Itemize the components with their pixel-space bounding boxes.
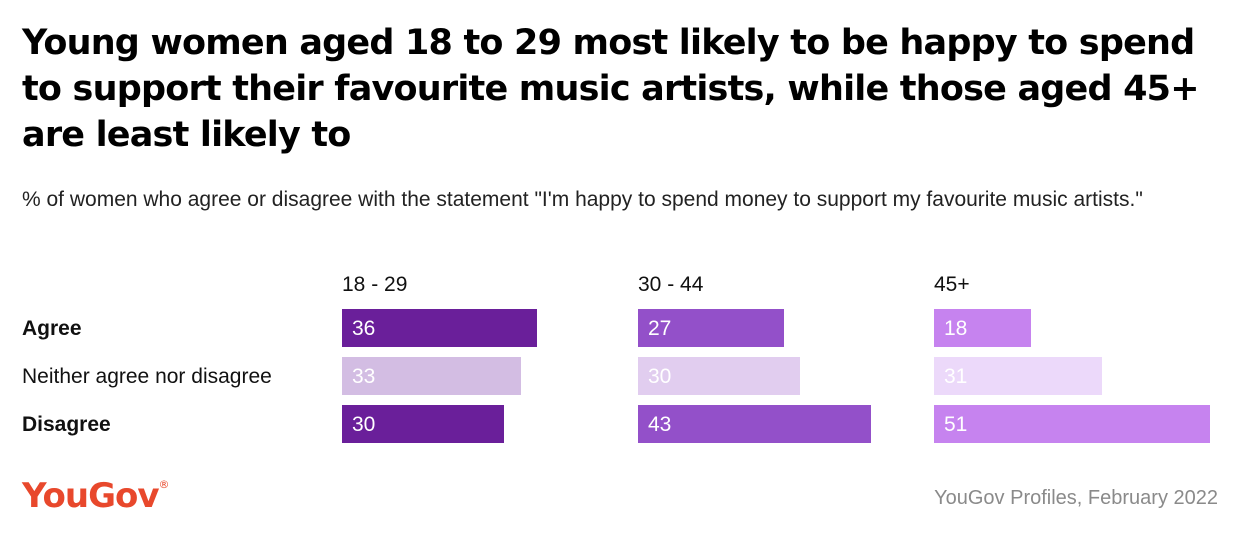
- data-label: 33: [352, 365, 375, 388]
- data-label: 31: [944, 365, 967, 388]
- chart-subtitle: % of women who agree or disagree with th…: [22, 188, 1143, 211]
- data-label: 51: [944, 413, 967, 436]
- brand-name: YouGov: [22, 476, 159, 516]
- bar: [934, 405, 1210, 443]
- panel-header: 30 - 44: [638, 273, 704, 296]
- bar: [638, 309, 784, 347]
- chart-title: Young women aged 18 to 29 most likely to…: [22, 23, 1200, 155]
- data-label: 18: [944, 317, 967, 340]
- panel-header: 45+: [934, 273, 970, 296]
- bar: [934, 357, 1102, 395]
- bar: [638, 357, 800, 395]
- bar: [342, 405, 504, 443]
- category-label: Neither agree nor disagree: [22, 365, 272, 388]
- data-label: 30: [648, 365, 671, 388]
- category-label: Agree: [22, 317, 82, 340]
- source-note: YouGov Profiles, February 2022: [934, 487, 1218, 509]
- bar: [342, 309, 537, 347]
- bar: [342, 357, 521, 395]
- data-label: 30: [352, 413, 375, 436]
- category-label: Disagree: [22, 413, 111, 436]
- yougov-logo: YouGov®: [22, 476, 170, 516]
- data-label: 36: [352, 317, 375, 340]
- bar-chart: Agree Neither agree nor disagree Disagree 1…: [22, 273, 1210, 443]
- bar: [934, 309, 1031, 347]
- panel-header: 18 - 29: [342, 273, 407, 296]
- data-label: 43: [648, 413, 671, 436]
- bar: [638, 405, 871, 443]
- data-label: 27: [648, 317, 671, 340]
- brand-registered-mark: ®: [158, 478, 170, 491]
